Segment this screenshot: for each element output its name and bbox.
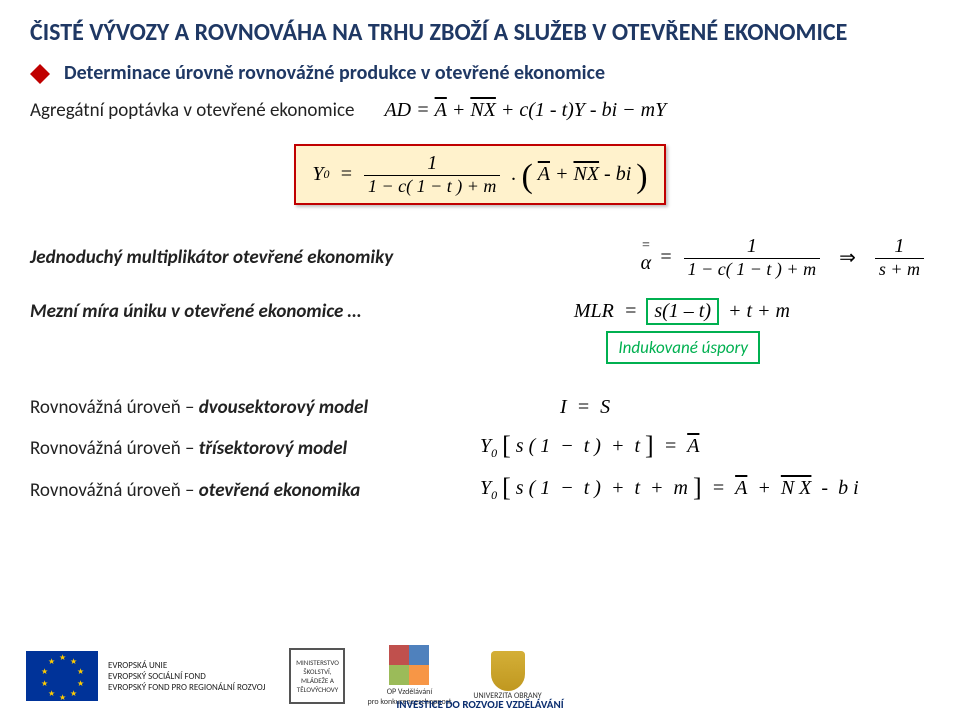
aggregate-demand-label: Agregátní poptávka v otevřené ekonomice (30, 99, 354, 122)
msmt-logo-icon: MINISTERSTVO ŠKOLSTVÍ, MLÁDEŽE A TĚLOVÝC… (289, 648, 345, 704)
induced-savings-row: Indukované úspory (0, 325, 960, 364)
aggregate-demand-row: Agregátní poptávka v otevřené ekonomice … (0, 85, 960, 122)
induced-savings-box: Indukované úspory (606, 331, 760, 364)
bullet-diamond-icon (30, 54, 50, 74)
eu-flag-icon: ★ ★ ★ ★ ★ ★ ★ ★ ★ ★ (26, 651, 98, 701)
mlr-label: Mezní míra úniku v otevřené ekonomice … (30, 300, 361, 323)
simple-multiplier-row: Jednoduchý multiplikátor otevřené ekonom… (0, 205, 960, 280)
three-sector-equation: Y0 [ s ( 1 − t ) + t ] = A (480, 435, 930, 461)
equilibrium-grid: Rovnovážná úroveň – dvousektorový model … (0, 396, 960, 503)
y0-formula-box: Y0 = 1 1 − c( 1 − t ) + m . ( A + NX - b… (294, 144, 665, 205)
footer: ★ ★ ★ ★ ★ ★ ★ ★ ★ ★ EVROPSKÁ UNIE EVROPS… (0, 633, 960, 719)
simple-multiplier-label: Jednoduchý multiplikátor otevřené ekonom… (30, 246, 393, 269)
mlr-highlight-box: s(1 – t) (646, 298, 719, 325)
open-economy-label: Rovnovážná úroveň – otevřená ekonomika (30, 479, 480, 502)
mlr-equation: MLR = s(1 – t) + t + m (574, 298, 790, 325)
uo-logo-icon: UNIVERZITA OBRANY (473, 651, 541, 701)
open-economy-equation: Y0 [ s ( 1 − t ) + t + m ] = A + N X - b… (480, 477, 930, 503)
alpha-equation: = α = 1 1 − c( 1 − t ) + m ⇒ 1 s + m (641, 235, 930, 280)
three-sector-label: Rovnovážná úroveň – třísektorový model (30, 437, 480, 460)
page-title: ČISTÉ VÝVOZY A ROVNOVÁHA NA TRHU ZBOŽÍ A… (0, 0, 960, 55)
subtitle: Determinace úrovně rovnovážné produkce v… (64, 61, 605, 85)
two-sector-equation: I = S (480, 396, 930, 419)
footer-motto: INVESTICE DO ROZVOJE VZDĚLÁVÁNÍ (0, 698, 960, 711)
aggregate-demand-equation: AD = A + NX + c(1 - t)Y - bi − mY (384, 99, 666, 122)
y0-row: Y0 = 1 1 − c( 1 − t ) + m . ( A + NX - b… (0, 144, 960, 205)
eu-text: EVROPSKÁ UNIE EVROPSKÝ SOCIÁLNÍ FOND EVR… (108, 660, 265, 693)
two-sector-label: Rovnovážná úroveň – dvousektorový model (30, 396, 480, 419)
mlr-row: Mezní míra úniku v otevřené ekonomice … … (0, 280, 960, 325)
subtitle-row: Determinace úrovně rovnovážné produkce v… (0, 55, 960, 85)
